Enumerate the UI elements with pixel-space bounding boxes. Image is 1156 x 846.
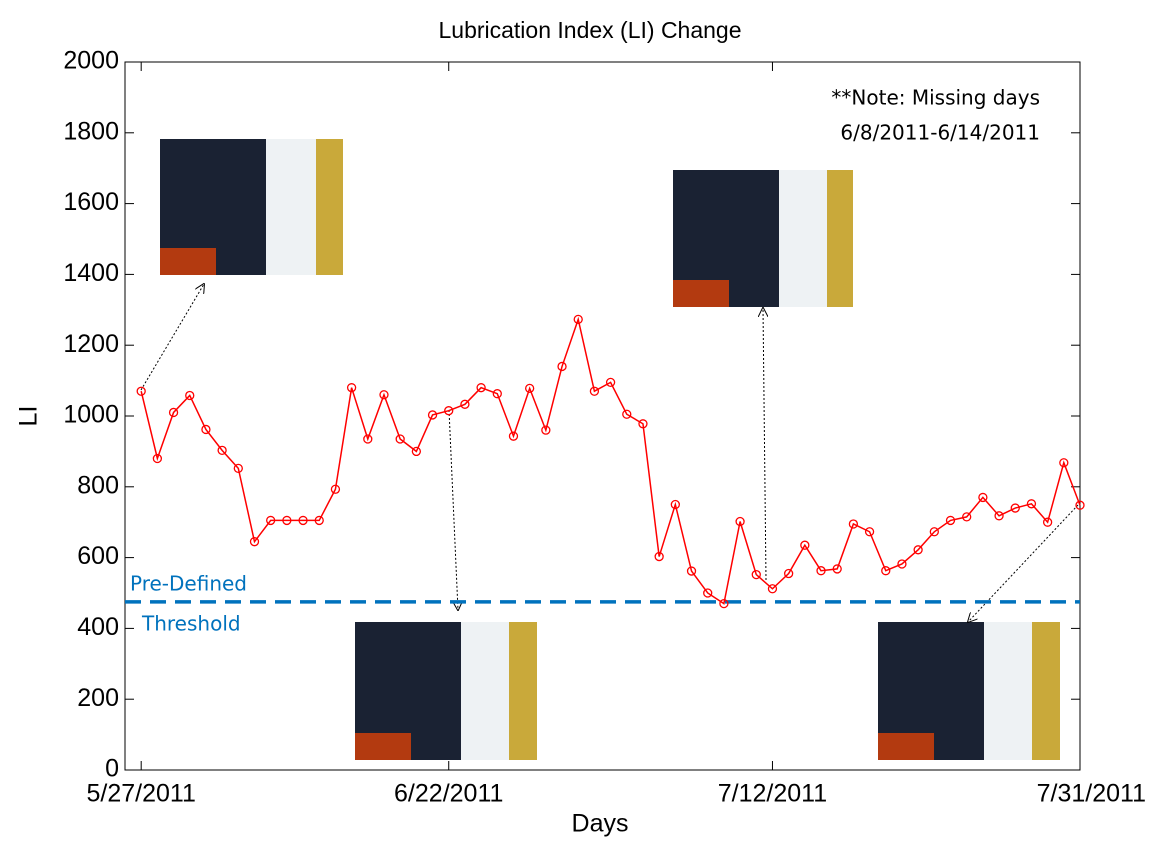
point: [460, 399, 470, 409]
point: [816, 566, 826, 576]
point: [848, 519, 859, 529]
series-line: [140, 316, 1081, 605]
point: [654, 551, 664, 562]
y-tick-label: 400: [77, 613, 119, 641]
arrow: [448, 409, 458, 610]
point: [330, 484, 341, 494]
point: [686, 566, 697, 576]
point: [298, 515, 308, 526]
point: [751, 569, 761, 580]
x-tick-label: 6/22/2011: [394, 780, 503, 808]
point: [476, 383, 486, 393]
point: [719, 598, 729, 609]
y-tick-label: 800: [77, 471, 119, 499]
point: [152, 453, 163, 464]
point: [783, 568, 794, 579]
arrow: [140, 284, 204, 391]
y-tick-label: 0: [105, 755, 119, 783]
chart-title: Lubrication Index (LI) Change: [438, 17, 741, 43]
photo: [878, 622, 1060, 760]
point: [492, 389, 502, 399]
point: [1075, 500, 1085, 510]
point: [557, 361, 567, 372]
point: [962, 512, 972, 522]
point: [168, 407, 179, 418]
point: [233, 463, 243, 474]
point: [363, 434, 373, 444]
point: [1026, 499, 1037, 509]
point: [945, 515, 956, 526]
point: [508, 431, 519, 441]
photo: [673, 170, 853, 307]
y-tick-label: 1600: [63, 188, 119, 216]
x-tick-label: 5/27/2011: [86, 780, 195, 808]
point: [185, 390, 195, 401]
note: 6/8/2011-6/14/2011: [840, 121, 1040, 145]
y-tick-label: 200: [77, 684, 119, 712]
point: [573, 314, 583, 325]
point: [1042, 517, 1053, 527]
point: [881, 566, 891, 576]
y-tick-label: 1000: [63, 401, 119, 429]
point: [1059, 458, 1069, 468]
point: [929, 527, 939, 537]
point: [622, 409, 632, 419]
point: [314, 515, 324, 526]
point: [1010, 503, 1020, 513]
point: [864, 527, 875, 537]
point: [767, 584, 778, 594]
point: [670, 499, 680, 510]
y-tick-label: 1200: [63, 330, 119, 358]
point: [832, 564, 842, 574]
y-axis-label: LI: [15, 406, 43, 427]
threshold-label: Pre-Defined: [130, 571, 247, 595]
point: [282, 515, 292, 526]
note: **Note: Missing days: [831, 86, 1040, 110]
point: [897, 559, 907, 569]
point: [913, 545, 923, 555]
point: [525, 383, 535, 394]
y-tick-label: 2000: [63, 47, 119, 75]
point: [800, 540, 810, 550]
point: [395, 434, 405, 444]
point: [249, 537, 260, 547]
y-tick-label: 1800: [63, 117, 119, 145]
point: [703, 588, 713, 598]
point: [589, 386, 600, 396]
arrow: [763, 308, 766, 581]
y-tick-label: 1400: [63, 259, 119, 287]
x-tick-label: 7/31/2011: [1037, 780, 1146, 808]
point: [605, 377, 616, 388]
point: [411, 446, 422, 457]
photo: [355, 622, 537, 760]
point: [217, 445, 227, 455]
threshold-label: Threshold: [141, 611, 241, 635]
point: [735, 516, 745, 527]
point: [638, 419, 648, 429]
point: [427, 410, 438, 420]
point: [978, 492, 988, 503]
point: [541, 425, 551, 435]
point: [201, 424, 211, 435]
y-tick-label: 600: [77, 542, 119, 570]
x-tick-label: 7/12/2011: [718, 780, 827, 808]
point: [444, 406, 454, 416]
point: [136, 386, 146, 396]
point: [379, 390, 389, 400]
photo: [160, 139, 343, 275]
point: [994, 511, 1004, 521]
point: [266, 515, 276, 526]
point: [346, 383, 357, 393]
x-axis-label: Days: [572, 810, 629, 838]
